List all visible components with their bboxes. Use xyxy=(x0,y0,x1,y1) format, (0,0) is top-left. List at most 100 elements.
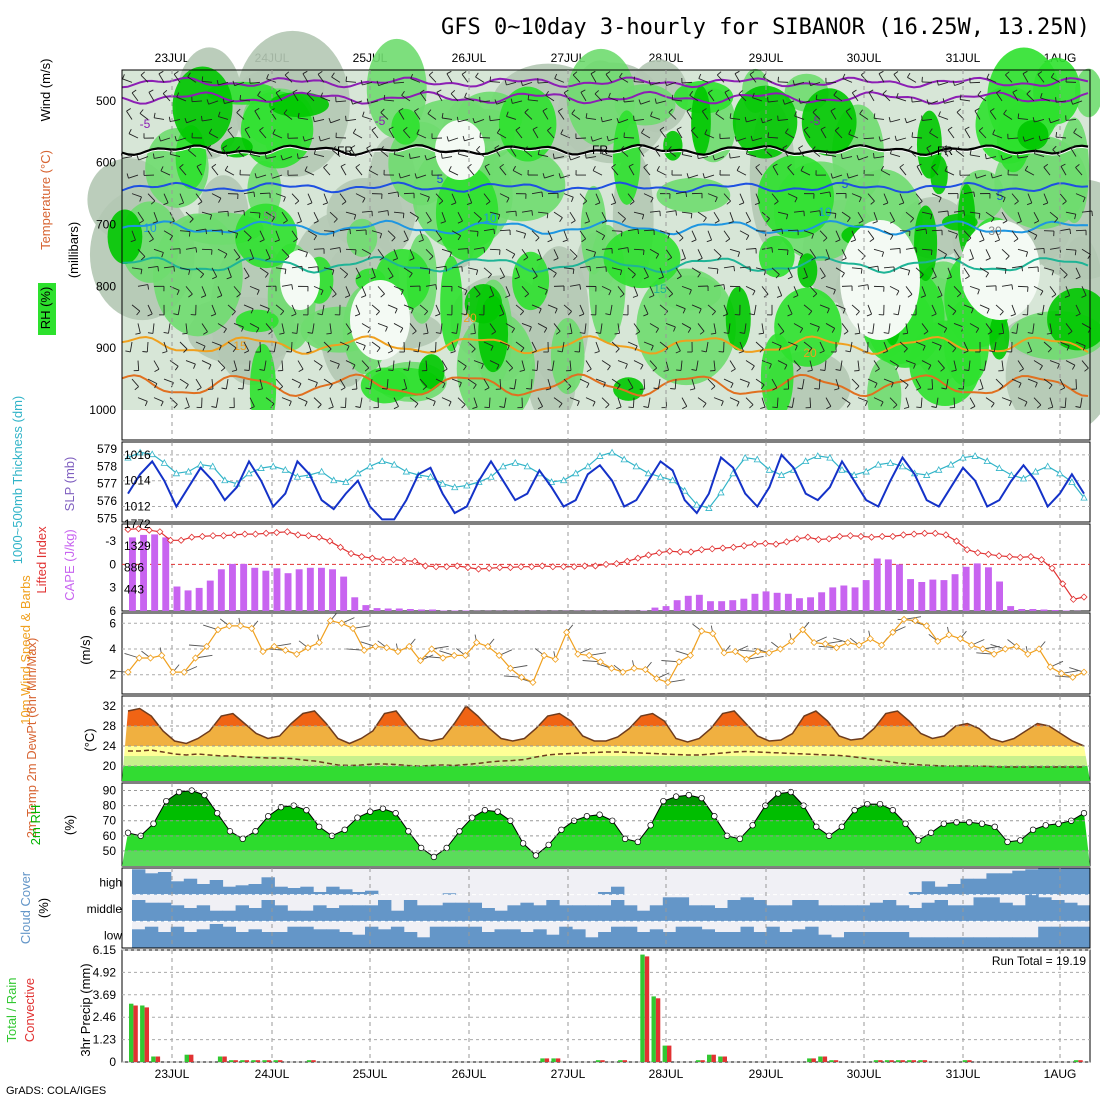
wind-barb xyxy=(137,360,140,371)
wind-barb-flag xyxy=(442,383,446,389)
wind10-line-point xyxy=(574,650,582,658)
wind-barb xyxy=(739,341,744,352)
wind-barb-flag xyxy=(232,80,236,86)
wind-barb xyxy=(1041,304,1045,315)
wind-barb xyxy=(713,323,717,334)
wind-barb-flag xyxy=(1075,406,1081,408)
wind-barb xyxy=(494,147,501,157)
wind-barb xyxy=(312,323,315,334)
cloud-cell-middle xyxy=(740,897,754,922)
wind-barb xyxy=(697,323,705,332)
wind-barb xyxy=(451,230,461,237)
wind10-line-point xyxy=(596,658,604,666)
wind-barb-flag xyxy=(687,328,692,333)
cape-bar xyxy=(985,567,992,611)
wind-barb-flag xyxy=(903,348,908,353)
wind-barb xyxy=(761,286,769,295)
wind-barb xyxy=(339,193,347,202)
wind-barb xyxy=(1033,360,1043,367)
wind-barb xyxy=(163,230,173,237)
rh-blob xyxy=(1017,120,1049,151)
wind-barb xyxy=(617,360,628,365)
wind-barb-flag xyxy=(320,290,324,296)
wind-barb-flag xyxy=(963,369,969,371)
wind-barb xyxy=(195,228,206,232)
wind-barb xyxy=(1033,211,1040,222)
cloud-cell-low xyxy=(585,937,599,948)
wind-barb xyxy=(632,397,635,408)
wind-barb xyxy=(713,248,722,257)
wind-barb-flag xyxy=(244,126,250,130)
wind10-line-point xyxy=(608,664,616,672)
wind-barb-flag xyxy=(907,270,911,276)
wind-barb xyxy=(633,323,641,332)
wind-barb-flag xyxy=(278,386,283,391)
wind-barb-flag xyxy=(150,200,156,205)
wind-barb-flag xyxy=(682,308,686,314)
wind-barb xyxy=(249,285,260,291)
wind-barb xyxy=(170,153,181,157)
wind-barb-flag xyxy=(441,113,444,119)
wind-barb-flag xyxy=(730,383,734,389)
wind-barb-flag xyxy=(745,220,751,224)
wind-barb-flag xyxy=(323,163,328,168)
wind-barb-flag xyxy=(333,218,338,223)
thickness-line-point xyxy=(668,476,677,484)
wind-barb xyxy=(801,379,805,390)
wind-barb xyxy=(185,397,190,408)
precip-total-bar xyxy=(540,1058,545,1062)
wind-barb xyxy=(553,211,563,218)
wind-barb-flag xyxy=(668,293,673,298)
wind-barb xyxy=(307,193,313,203)
wind10-line-point xyxy=(225,622,233,630)
wind-barb-flag xyxy=(524,108,529,113)
wind-barb-flag xyxy=(531,350,537,354)
wind-barb xyxy=(1043,166,1051,176)
wind-barb-flag xyxy=(566,386,572,391)
wind-barb xyxy=(681,397,688,407)
wind-barb xyxy=(217,323,227,330)
li-line-point xyxy=(825,535,833,543)
wind-barb xyxy=(499,304,505,315)
wind-barb-flag xyxy=(689,90,694,96)
wind-barb-flag xyxy=(130,239,136,243)
wind-barb xyxy=(419,304,428,312)
wind-barb-flag xyxy=(248,258,254,261)
wind-barb-flag xyxy=(235,256,241,261)
wind-barb-flag xyxy=(916,406,922,409)
rh2m-line-point xyxy=(927,829,935,836)
wind-barb xyxy=(332,149,341,157)
wind-barb-flag xyxy=(176,92,180,98)
wind-barb xyxy=(893,74,901,83)
wind10-line-point xyxy=(473,639,481,647)
li-line-point xyxy=(740,542,748,550)
wind-barb-flag xyxy=(440,221,446,224)
wind-barb-flag xyxy=(238,387,244,390)
rh2m-line-point xyxy=(303,807,310,814)
wind-barb-flag xyxy=(765,218,770,223)
wind-barb xyxy=(281,284,292,287)
wind-barb-flag xyxy=(673,326,676,332)
thickness-line-point xyxy=(547,478,556,485)
rh-dry xyxy=(840,220,920,340)
wind-barb xyxy=(563,230,568,241)
wind-barb xyxy=(323,167,331,176)
li-line-point xyxy=(867,533,876,541)
wind-barb-flag xyxy=(519,369,525,372)
cloud-cell-low xyxy=(287,926,301,948)
cloud-cell-middle xyxy=(960,905,974,922)
cloud-cell-low xyxy=(442,926,457,948)
wind-barb xyxy=(819,267,826,277)
wind-barb-flag xyxy=(173,266,175,272)
wind-barb xyxy=(608,97,619,102)
li-line-point xyxy=(538,562,546,570)
wind-barb-flag xyxy=(541,191,544,197)
cloud-frame xyxy=(121,867,1091,949)
wind-barb xyxy=(239,99,251,102)
wind-barb-flag xyxy=(154,383,158,389)
wind-barb-flag xyxy=(427,196,430,202)
wind-barb xyxy=(579,341,581,353)
cape-bar xyxy=(818,592,826,611)
wind-barb xyxy=(414,110,421,120)
cloud-cell-middle xyxy=(300,910,314,922)
